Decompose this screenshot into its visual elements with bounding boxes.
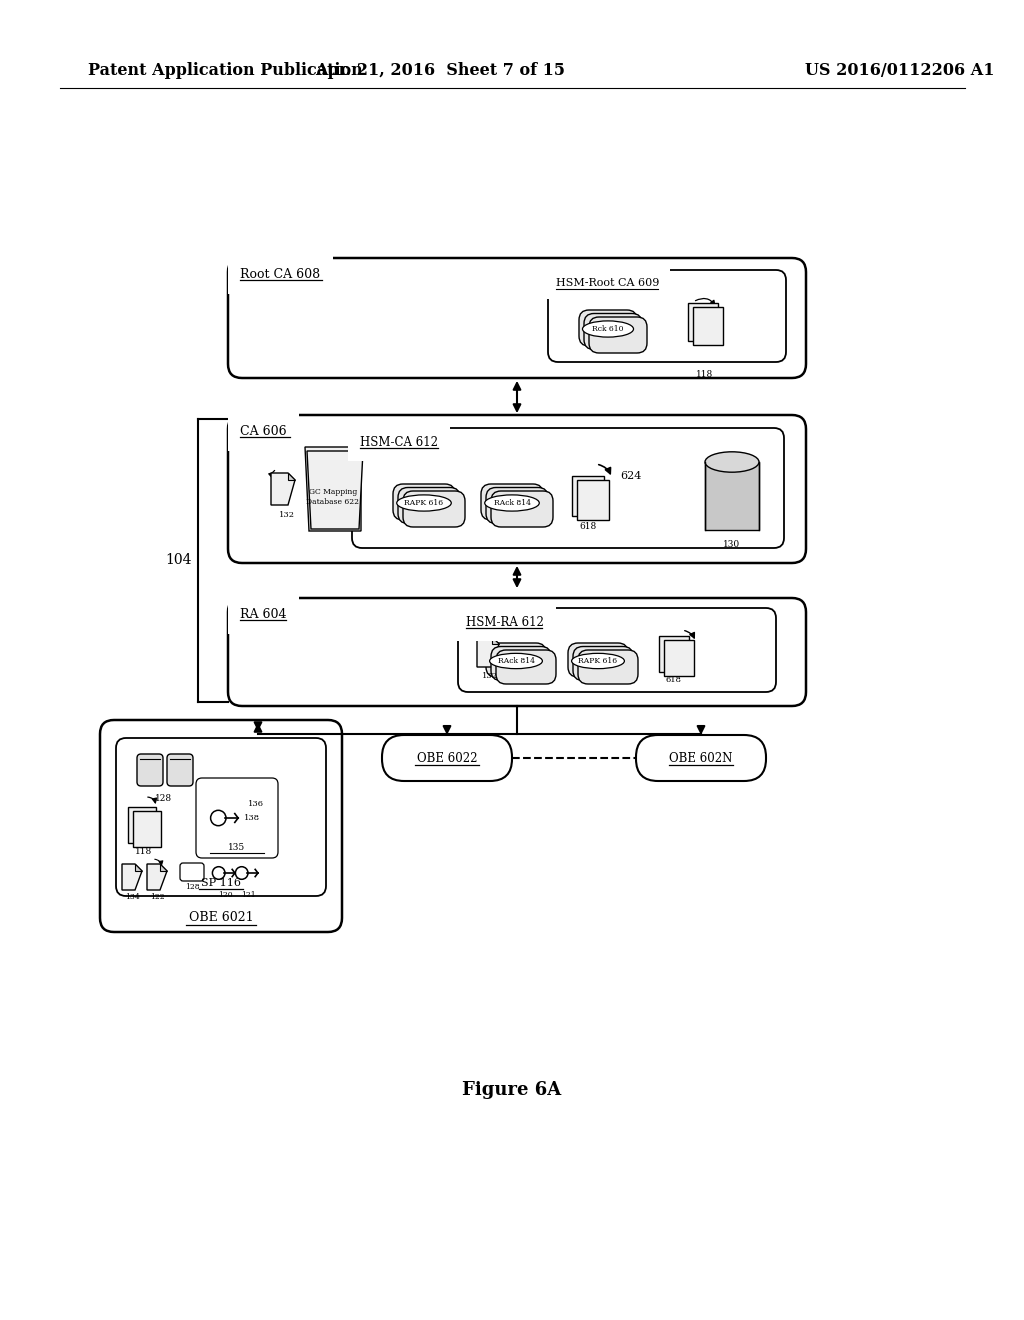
FancyBboxPatch shape <box>573 647 633 681</box>
Text: RAck 814: RAck 814 <box>498 657 535 665</box>
FancyBboxPatch shape <box>688 304 718 341</box>
Ellipse shape <box>396 495 452 511</box>
FancyBboxPatch shape <box>490 491 553 527</box>
Text: HSM-RA 612: HSM-RA 612 <box>466 616 544 630</box>
Text: Figure 6A: Figure 6A <box>463 1081 561 1100</box>
Ellipse shape <box>705 451 759 473</box>
Text: RAPK 616: RAPK 616 <box>404 499 443 507</box>
Polygon shape <box>122 865 142 890</box>
Text: GC Mapping
Database 622: GC Mapping Database 622 <box>306 488 359 506</box>
FancyBboxPatch shape <box>167 754 193 785</box>
Text: 618: 618 <box>666 676 682 684</box>
Text: US 2016/0112206 A1: US 2016/0112206 A1 <box>805 62 994 79</box>
FancyBboxPatch shape <box>693 306 723 345</box>
Text: 120: 120 <box>218 891 232 899</box>
Text: Patent Application Publication: Patent Application Publication <box>88 62 362 79</box>
FancyBboxPatch shape <box>403 491 465 527</box>
FancyBboxPatch shape <box>577 479 609 520</box>
Text: 130: 130 <box>723 540 740 549</box>
Text: SP 116: SP 116 <box>201 878 241 888</box>
Text: 132: 132 <box>482 672 498 680</box>
Text: CA 606: CA 606 <box>240 425 287 438</box>
Text: HSM-CA 612: HSM-CA 612 <box>360 436 438 449</box>
Ellipse shape <box>489 653 543 669</box>
Text: 618: 618 <box>580 521 597 531</box>
FancyBboxPatch shape <box>705 462 759 531</box>
FancyBboxPatch shape <box>398 487 460 524</box>
Ellipse shape <box>583 321 634 337</box>
Text: 128: 128 <box>156 795 173 803</box>
FancyBboxPatch shape <box>490 647 551 681</box>
FancyBboxPatch shape <box>578 649 638 684</box>
FancyBboxPatch shape <box>584 314 642 350</box>
Ellipse shape <box>484 495 540 511</box>
FancyBboxPatch shape <box>589 317 647 352</box>
FancyBboxPatch shape <box>133 810 161 846</box>
Polygon shape <box>492 638 499 644</box>
Polygon shape <box>135 865 142 871</box>
FancyBboxPatch shape <box>486 487 548 524</box>
Text: RAPK 616: RAPK 616 <box>579 657 617 665</box>
Text: 135: 135 <box>228 843 246 851</box>
Text: 118: 118 <box>696 370 714 379</box>
Text: OBE 6022: OBE 6022 <box>417 751 477 764</box>
Polygon shape <box>147 865 167 890</box>
FancyBboxPatch shape <box>393 484 455 520</box>
Text: 132: 132 <box>279 511 295 519</box>
FancyBboxPatch shape <box>568 643 628 677</box>
Text: 118: 118 <box>135 847 153 855</box>
Text: 122: 122 <box>150 894 164 902</box>
Text: 104: 104 <box>166 553 193 568</box>
Polygon shape <box>288 473 295 480</box>
Text: 128: 128 <box>184 883 200 891</box>
FancyBboxPatch shape <box>664 639 694 676</box>
Polygon shape <box>305 447 361 531</box>
Text: 136: 136 <box>248 800 264 808</box>
Text: 134: 134 <box>125 894 139 902</box>
Text: Root CA 608: Root CA 608 <box>240 268 321 281</box>
Text: RA 604: RA 604 <box>240 609 287 620</box>
FancyBboxPatch shape <box>137 754 163 785</box>
Text: RAck 814: RAck 814 <box>494 499 530 507</box>
FancyBboxPatch shape <box>128 807 156 843</box>
Text: 624: 624 <box>620 471 641 480</box>
FancyBboxPatch shape <box>659 636 689 672</box>
Ellipse shape <box>571 653 625 669</box>
Polygon shape <box>271 473 295 506</box>
Polygon shape <box>160 865 167 871</box>
FancyBboxPatch shape <box>579 310 637 346</box>
Text: 121: 121 <box>241 891 255 899</box>
Text: OBE 602N: OBE 602N <box>670 751 733 764</box>
Polygon shape <box>477 638 499 667</box>
Text: 138: 138 <box>244 814 260 822</box>
FancyBboxPatch shape <box>481 484 543 520</box>
Polygon shape <box>307 451 362 529</box>
Polygon shape <box>305 447 361 531</box>
Text: HSM-Root CA 609: HSM-Root CA 609 <box>556 279 659 288</box>
Text: OBE 6021: OBE 6021 <box>188 911 253 924</box>
FancyBboxPatch shape <box>486 643 546 677</box>
Text: Rck 610: Rck 610 <box>592 325 624 333</box>
FancyBboxPatch shape <box>496 649 556 684</box>
Text: Apr. 21, 2016  Sheet 7 of 15: Apr. 21, 2016 Sheet 7 of 15 <box>315 62 565 79</box>
FancyBboxPatch shape <box>572 477 604 516</box>
